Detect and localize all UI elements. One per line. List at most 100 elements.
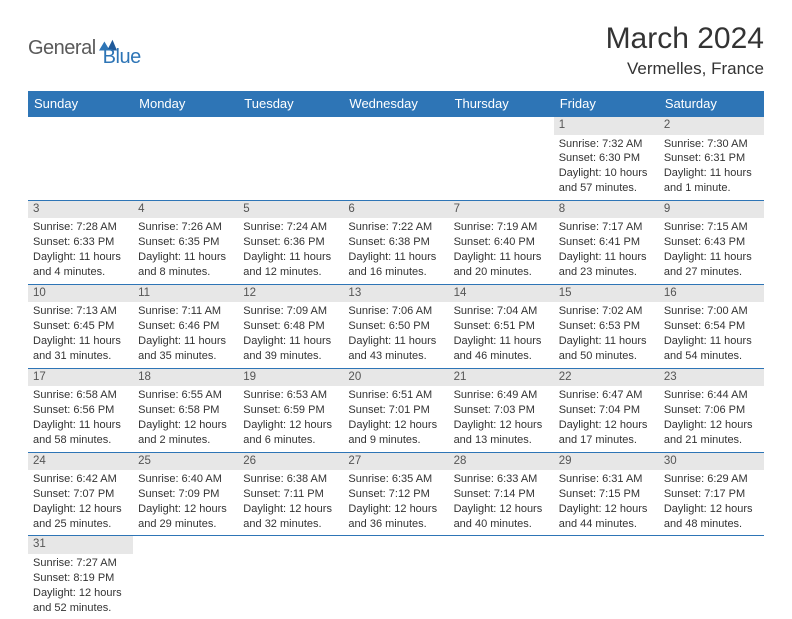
blank-cell [238,554,343,619]
sunrise-text: Sunrise: 6:58 AM [33,388,128,403]
day-number: 4 [133,200,238,218]
blank-cell [449,135,554,201]
sunrise-text: Sunrise: 7:26 AM [138,220,233,235]
daylight-text: Daylight: 12 hours and 48 minutes. [664,502,759,532]
blank-cell [659,536,764,554]
sunset-text: Sunset: 7:09 PM [138,487,233,502]
day-content-row: Sunrise: 7:27 AMSunset: 8:19 PMDaylight:… [28,554,764,619]
sunrise-text: Sunrise: 7:00 AM [664,304,759,319]
weekday-header: Tuesday [238,91,343,117]
sunset-text: Sunset: 6:38 PM [348,235,443,250]
daylight-text: Daylight: 10 hours and 57 minutes. [559,166,654,196]
daylight-text: Daylight: 11 hours and 39 minutes. [243,334,338,364]
daylight-text: Daylight: 11 hours and 4 minutes. [33,250,128,280]
sunrise-text: Sunrise: 7:11 AM [138,304,233,319]
day-number: 17 [28,368,133,386]
day-cell: Sunrise: 6:33 AMSunset: 7:14 PMDaylight:… [449,470,554,536]
daylight-text: Daylight: 11 hours and 31 minutes. [33,334,128,364]
sunrise-text: Sunrise: 6:31 AM [559,472,654,487]
sunset-text: Sunset: 6:50 PM [348,319,443,334]
daylight-text: Daylight: 12 hours and 36 minutes. [348,502,443,532]
sunset-text: Sunset: 6:31 PM [664,151,759,166]
calendar-table: SundayMondayTuesdayWednesdayThursdayFrid… [28,91,764,619]
day-cell: Sunrise: 7:17 AMSunset: 6:41 PMDaylight:… [554,218,659,284]
day-cell: Sunrise: 6:42 AMSunset: 7:07 PMDaylight:… [28,470,133,536]
weekday-header: Sunday [28,91,133,117]
daylight-text: Daylight: 11 hours and 58 minutes. [33,418,128,448]
sunrise-text: Sunrise: 6:29 AM [664,472,759,487]
day-number: 11 [133,284,238,302]
daylight-text: Daylight: 12 hours and 52 minutes. [33,586,128,616]
sunset-text: Sunset: 7:03 PM [454,403,549,418]
sunrise-text: Sunrise: 7:09 AM [243,304,338,319]
daylight-text: Daylight: 11 hours and 27 minutes. [664,250,759,280]
day-cell: Sunrise: 6:29 AMSunset: 7:17 PMDaylight:… [659,470,764,536]
blank-cell [449,536,554,554]
blank-cell [238,117,343,135]
day-cell: Sunrise: 6:31 AMSunset: 7:15 PMDaylight:… [554,470,659,536]
daylight-text: Daylight: 11 hours and 16 minutes. [348,250,443,280]
blank-cell [133,117,238,135]
sunrise-text: Sunrise: 6:35 AM [348,472,443,487]
day-number: 30 [659,452,764,470]
day-number: 27 [343,452,448,470]
daylight-text: Daylight: 12 hours and 40 minutes. [454,502,549,532]
day-number: 5 [238,200,343,218]
sunrise-text: Sunrise: 7:28 AM [33,220,128,235]
blank-cell [28,135,133,201]
day-number-row: 10111213141516 [28,284,764,302]
day-number: 29 [554,452,659,470]
sunrise-text: Sunrise: 6:33 AM [454,472,549,487]
day-number-row: 12 [28,117,764,135]
day-content-row: Sunrise: 6:42 AMSunset: 7:07 PMDaylight:… [28,470,764,536]
blank-cell [238,536,343,554]
daylight-text: Daylight: 11 hours and 46 minutes. [454,334,549,364]
sunset-text: Sunset: 8:19 PM [33,571,128,586]
day-cell: Sunrise: 6:40 AMSunset: 7:09 PMDaylight:… [133,470,238,536]
day-number: 21 [449,368,554,386]
day-number: 19 [238,368,343,386]
sunrise-text: Sunrise: 7:13 AM [33,304,128,319]
sunrise-text: Sunrise: 6:44 AM [664,388,759,403]
day-number-row: 31 [28,536,764,554]
title-block: March 2024 Vermelles, France [606,22,764,79]
day-cell: Sunrise: 7:28 AMSunset: 6:33 PMDaylight:… [28,218,133,284]
day-cell: Sunrise: 7:30 AMSunset: 6:31 PMDaylight:… [659,135,764,201]
sunrise-text: Sunrise: 6:38 AM [243,472,338,487]
sunset-text: Sunset: 6:53 PM [559,319,654,334]
day-cell: Sunrise: 6:51 AMSunset: 7:01 PMDaylight:… [343,386,448,452]
sunset-text: Sunset: 6:59 PM [243,403,338,418]
daylight-text: Daylight: 11 hours and 1 minute. [664,166,759,196]
sunrise-text: Sunrise: 7:17 AM [559,220,654,235]
day-number: 26 [238,452,343,470]
sunrise-text: Sunrise: 7:22 AM [348,220,443,235]
day-number: 28 [449,452,554,470]
day-number: 24 [28,452,133,470]
day-number: 23 [659,368,764,386]
day-number: 7 [449,200,554,218]
day-cell: Sunrise: 7:26 AMSunset: 6:35 PMDaylight:… [133,218,238,284]
sunset-text: Sunset: 6:45 PM [33,319,128,334]
sunset-text: Sunset: 6:54 PM [664,319,759,334]
logo-text-general: General [28,37,96,60]
daylight-text: Daylight: 11 hours and 35 minutes. [138,334,233,364]
daylight-text: Daylight: 12 hours and 32 minutes. [243,502,338,532]
day-number: 6 [343,200,448,218]
sunrise-text: Sunrise: 7:06 AM [348,304,443,319]
blank-cell [343,536,448,554]
daylight-text: Daylight: 12 hours and 9 minutes. [348,418,443,448]
sunset-text: Sunset: 7:14 PM [454,487,549,502]
day-number: 18 [133,368,238,386]
day-number: 3 [28,200,133,218]
sunrise-text: Sunrise: 6:47 AM [559,388,654,403]
day-number: 22 [554,368,659,386]
sunrise-text: Sunrise: 7:04 AM [454,304,549,319]
blank-cell [343,554,448,619]
daylight-text: Daylight: 11 hours and 20 minutes. [454,250,549,280]
daylight-text: Daylight: 11 hours and 43 minutes. [348,334,443,364]
blank-cell [133,135,238,201]
daylight-text: Daylight: 12 hours and 2 minutes. [138,418,233,448]
day-content-row: Sunrise: 7:13 AMSunset: 6:45 PMDaylight:… [28,302,764,368]
day-cell: Sunrise: 7:27 AMSunset: 8:19 PMDaylight:… [28,554,133,619]
blank-cell [343,117,448,135]
